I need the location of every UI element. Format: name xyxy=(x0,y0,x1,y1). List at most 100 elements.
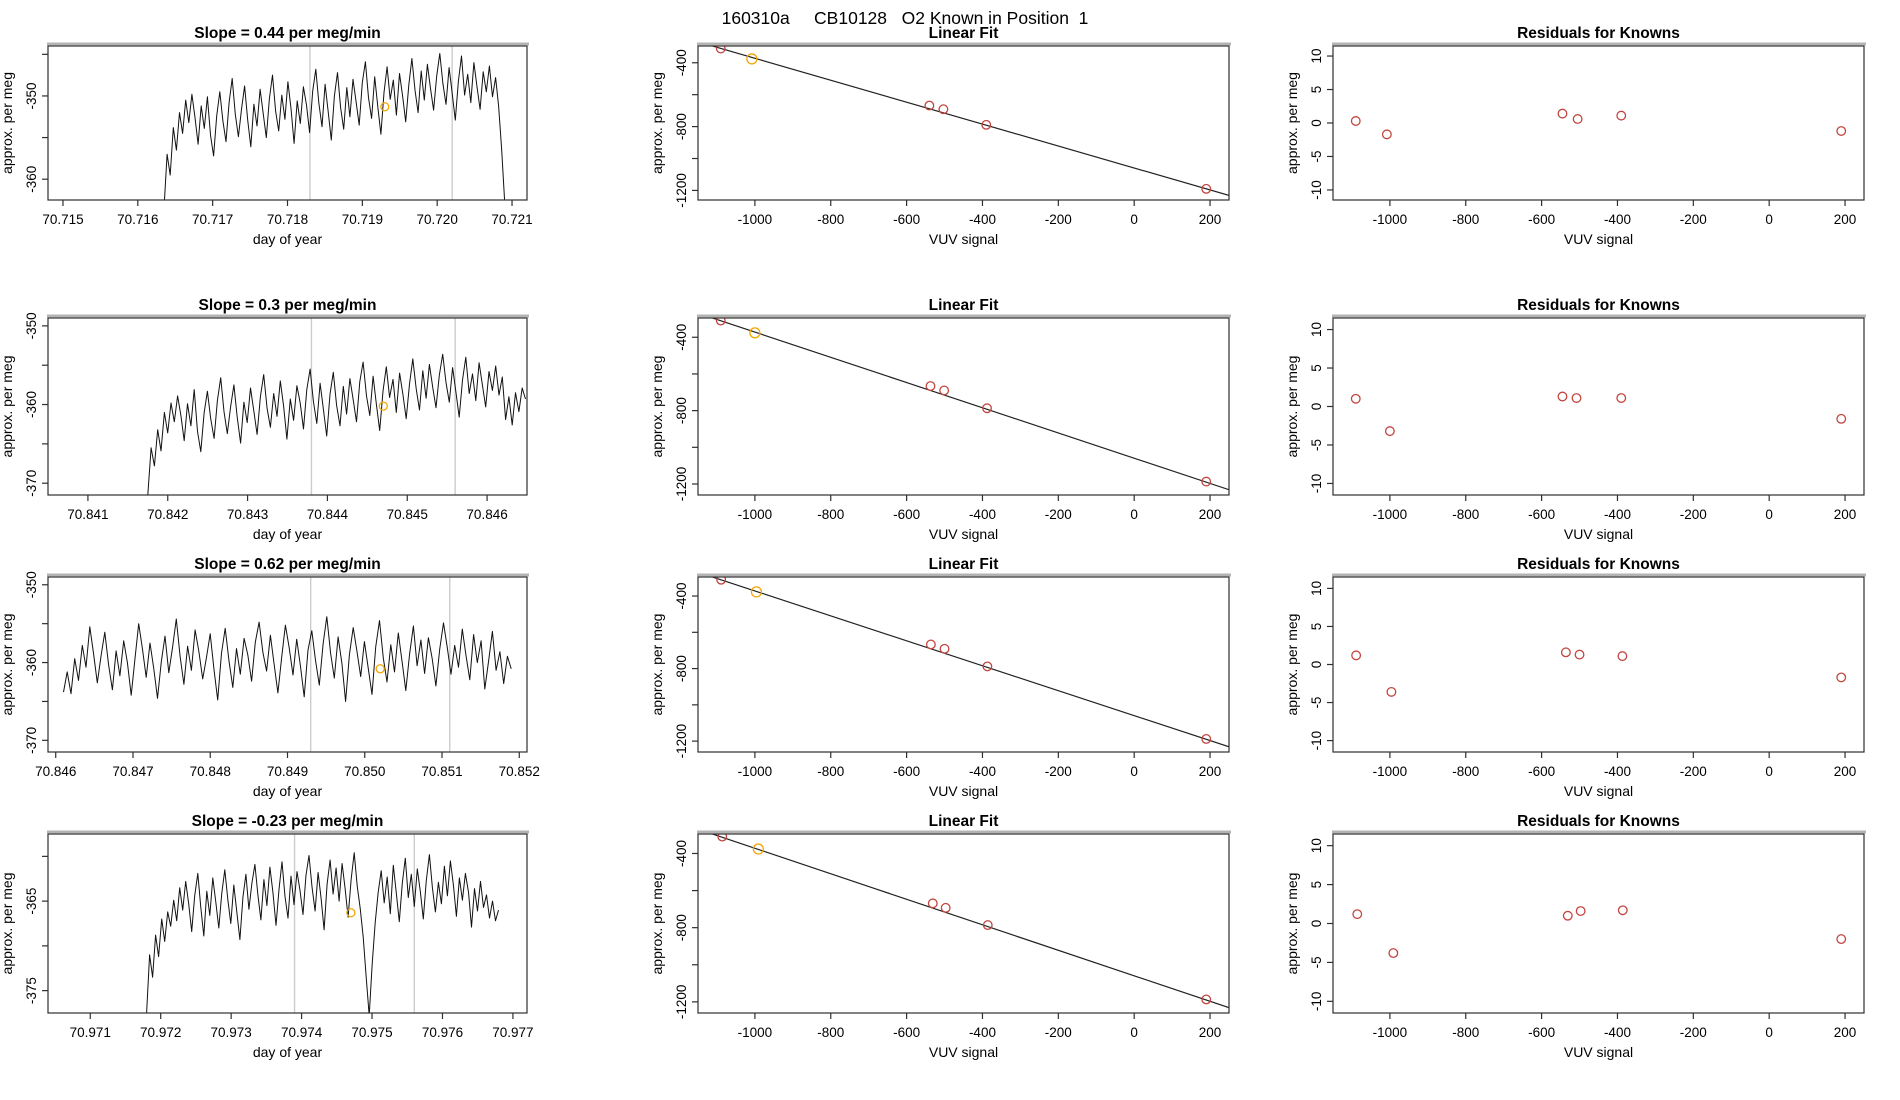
y-tick-label: 0 xyxy=(1309,661,1324,669)
data-point xyxy=(1836,413,1847,424)
y-axis-label: approx. per meg xyxy=(649,614,665,716)
y-tick-label: -400 xyxy=(674,49,689,76)
y-tick-label: 0 xyxy=(1309,119,1324,127)
y-axis-label: approx. per meg xyxy=(1284,356,1300,458)
x-tick-label: -800 xyxy=(1452,1025,1479,1040)
plot-title: Residuals for Knowns xyxy=(1517,25,1680,42)
x-tick-label: 70.721 xyxy=(491,212,532,227)
x-tick-label: -1000 xyxy=(1373,507,1408,522)
data-point xyxy=(925,639,936,650)
data-point xyxy=(1616,393,1627,403)
y-tick-label: -5 xyxy=(1309,150,1324,162)
x-axis-label: VUV signal xyxy=(1564,1044,1633,1060)
x-axis-label: VUV signal xyxy=(1564,231,1633,247)
x-tick-label: 200 xyxy=(1199,507,1222,522)
x-tick-label: -1000 xyxy=(1373,1025,1408,1040)
x-tick-label: 70.843 xyxy=(227,507,268,522)
plot-title: Slope = -0.23 per meg/min xyxy=(192,813,384,830)
y-axis-label: approx. per meg xyxy=(649,356,665,458)
plot-box xyxy=(47,576,528,753)
plot-area xyxy=(710,46,1229,196)
x-tick-label: 70.974 xyxy=(281,1025,323,1040)
residuals-plot-row-3: -1000 -800 -600 -400 -200 0 200 -10 -5 0 5 10 Residu… xyxy=(1284,556,1866,799)
x-tick-label: -200 xyxy=(1045,212,1072,227)
timeseries-plot-row-4: 70.971 70.972 70.973 70.974 70.975 70.976 70.9… xyxy=(0,813,534,1060)
mean-data-point xyxy=(380,102,390,112)
x-tick-label: -600 xyxy=(1528,507,1555,522)
x-tick-label: -600 xyxy=(1528,764,1555,779)
x-tick-label: 200 xyxy=(1199,1025,1222,1040)
x-tick-label: 0 xyxy=(1130,212,1138,227)
plot-area xyxy=(163,46,506,200)
x-tick-label: 70.846 xyxy=(35,764,76,779)
data-point xyxy=(1384,426,1395,437)
residuals-plot-row-2: -1000 -800 -600 -400 -200 0 200 -10 -5 0 5 10 Residu… xyxy=(1284,297,1866,542)
y-tick-label: -365 xyxy=(24,888,39,915)
x-tick-label: -600 xyxy=(1528,212,1555,227)
linear-fit-plot-row-2: -1000 -800 -600 -400 -200 0 200 -1200 -800 -400 Li… xyxy=(649,297,1231,542)
fit-line xyxy=(710,834,1229,1009)
data-point xyxy=(1381,129,1392,140)
y-tick-label: -5 xyxy=(1309,956,1324,968)
x-tick-label: -200 xyxy=(1680,764,1707,779)
plot-box xyxy=(47,833,528,1014)
y-axis-label: approx. per meg xyxy=(0,614,15,716)
plot-box xyxy=(1332,576,1865,753)
y-tick-label: -800 xyxy=(674,397,689,424)
data-point xyxy=(925,381,936,391)
y-tick-label: 10 xyxy=(1309,838,1324,853)
mean-data-point xyxy=(375,664,385,674)
x-tick-label: -600 xyxy=(893,764,920,779)
x-axis-label: day of year xyxy=(253,783,323,799)
y-tick-label: 5 xyxy=(1309,364,1324,372)
data-point xyxy=(1572,114,1583,124)
timeseries-plot-row-1: 70.715 70.716 70.717 70.718 70.719 70.720 70.7… xyxy=(0,25,533,247)
x-tick-label: 70.844 xyxy=(307,507,349,522)
x-tick-label: -800 xyxy=(1452,507,1479,522)
x-tick-label: -1000 xyxy=(738,507,773,522)
data-point xyxy=(927,898,938,909)
x-tick-label: -400 xyxy=(1604,507,1631,522)
data-point xyxy=(1557,391,1568,402)
plot-title: Linear Fit xyxy=(929,25,999,42)
plot-box xyxy=(47,45,528,201)
x-tick-label: -1000 xyxy=(1373,212,1408,227)
plot-box xyxy=(1332,45,1865,201)
x-tick-label: -400 xyxy=(969,212,996,227)
plot-title: Residuals for Knowns xyxy=(1517,813,1680,830)
plot-title: Linear Fit xyxy=(929,813,999,830)
plot-box xyxy=(697,45,1230,201)
data-point xyxy=(982,403,992,414)
x-axis-label: day of year xyxy=(253,231,323,247)
x-tick-label: 70.718 xyxy=(267,212,308,227)
y-tick-label: -5 xyxy=(1309,439,1324,451)
data-point xyxy=(717,834,728,842)
plot-title: Residuals for Knowns xyxy=(1517,556,1680,573)
x-axis-label: VUV signal xyxy=(929,231,998,247)
x-tick-label: -800 xyxy=(817,764,844,779)
x-tick-label: -1000 xyxy=(738,1025,773,1040)
data-point xyxy=(1350,393,1361,404)
x-tick-label: 70.973 xyxy=(210,1025,251,1040)
x-tick-label: 0 xyxy=(1130,1025,1138,1040)
data-point xyxy=(1562,910,1573,921)
y-axis-label: approx. per meg xyxy=(1284,72,1300,174)
timeseries-plot-row-3: 70.846 70.847 70.848 70.849 70.850 70.851 70.8… xyxy=(0,556,540,799)
plot-area xyxy=(63,577,512,752)
plot-area xyxy=(1351,647,1847,697)
y-tick-label: -350 xyxy=(24,312,39,339)
x-tick-label: -200 xyxy=(1680,507,1707,522)
x-tick-label: 70.977 xyxy=(492,1025,533,1040)
data-point xyxy=(1617,651,1628,662)
y-tick-label: -800 xyxy=(674,655,689,682)
plot-area xyxy=(710,834,1229,1009)
x-tick-label: -1000 xyxy=(738,764,773,779)
y-tick-label: 10 xyxy=(1309,49,1324,64)
x-axis-label: VUV signal xyxy=(929,783,998,799)
y-tick-label: -1200 xyxy=(674,173,689,208)
y-axis-label: approx. per meg xyxy=(1284,614,1300,716)
timeseries-line xyxy=(147,353,526,495)
data-point xyxy=(1574,649,1585,660)
data-point xyxy=(982,661,993,672)
